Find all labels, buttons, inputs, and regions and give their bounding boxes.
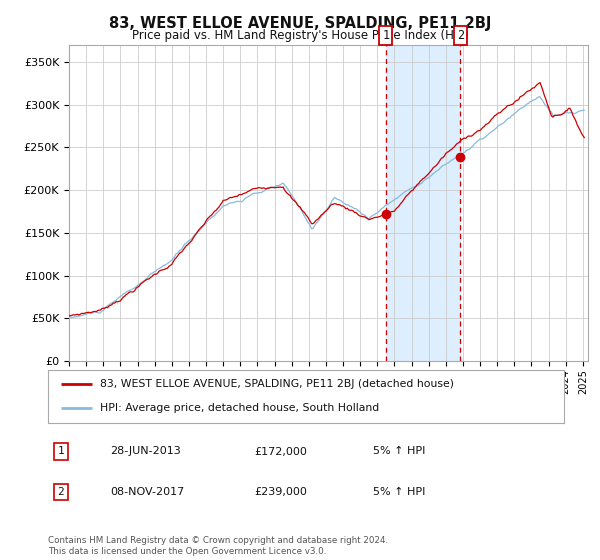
Text: 5% ↑ HPI: 5% ↑ HPI — [373, 487, 425, 497]
Bar — [386, 45, 460, 361]
Text: £172,000: £172,000 — [254, 446, 307, 456]
Text: 28-JUN-2013: 28-JUN-2013 — [110, 446, 181, 456]
Text: 1: 1 — [58, 446, 64, 456]
Text: 2: 2 — [58, 487, 64, 497]
Text: Price paid vs. HM Land Registry's House Price Index (HPI): Price paid vs. HM Land Registry's House … — [131, 29, 469, 42]
Text: 5% ↑ HPI: 5% ↑ HPI — [373, 446, 425, 456]
Text: 08-NOV-2017: 08-NOV-2017 — [110, 487, 184, 497]
Text: 83, WEST ELLOE AVENUE, SPALDING, PE11 2BJ: 83, WEST ELLOE AVENUE, SPALDING, PE11 2B… — [109, 16, 491, 31]
Text: 2: 2 — [457, 29, 464, 42]
Text: £239,000: £239,000 — [254, 487, 307, 497]
Text: 1: 1 — [382, 29, 389, 42]
Text: HPI: Average price, detached house, South Holland: HPI: Average price, detached house, Sout… — [100, 403, 379, 413]
Text: Contains HM Land Registry data © Crown copyright and database right 2024.
This d: Contains HM Land Registry data © Crown c… — [48, 536, 388, 556]
Text: 83, WEST ELLOE AVENUE, SPALDING, PE11 2BJ (detached house): 83, WEST ELLOE AVENUE, SPALDING, PE11 2B… — [100, 380, 454, 390]
